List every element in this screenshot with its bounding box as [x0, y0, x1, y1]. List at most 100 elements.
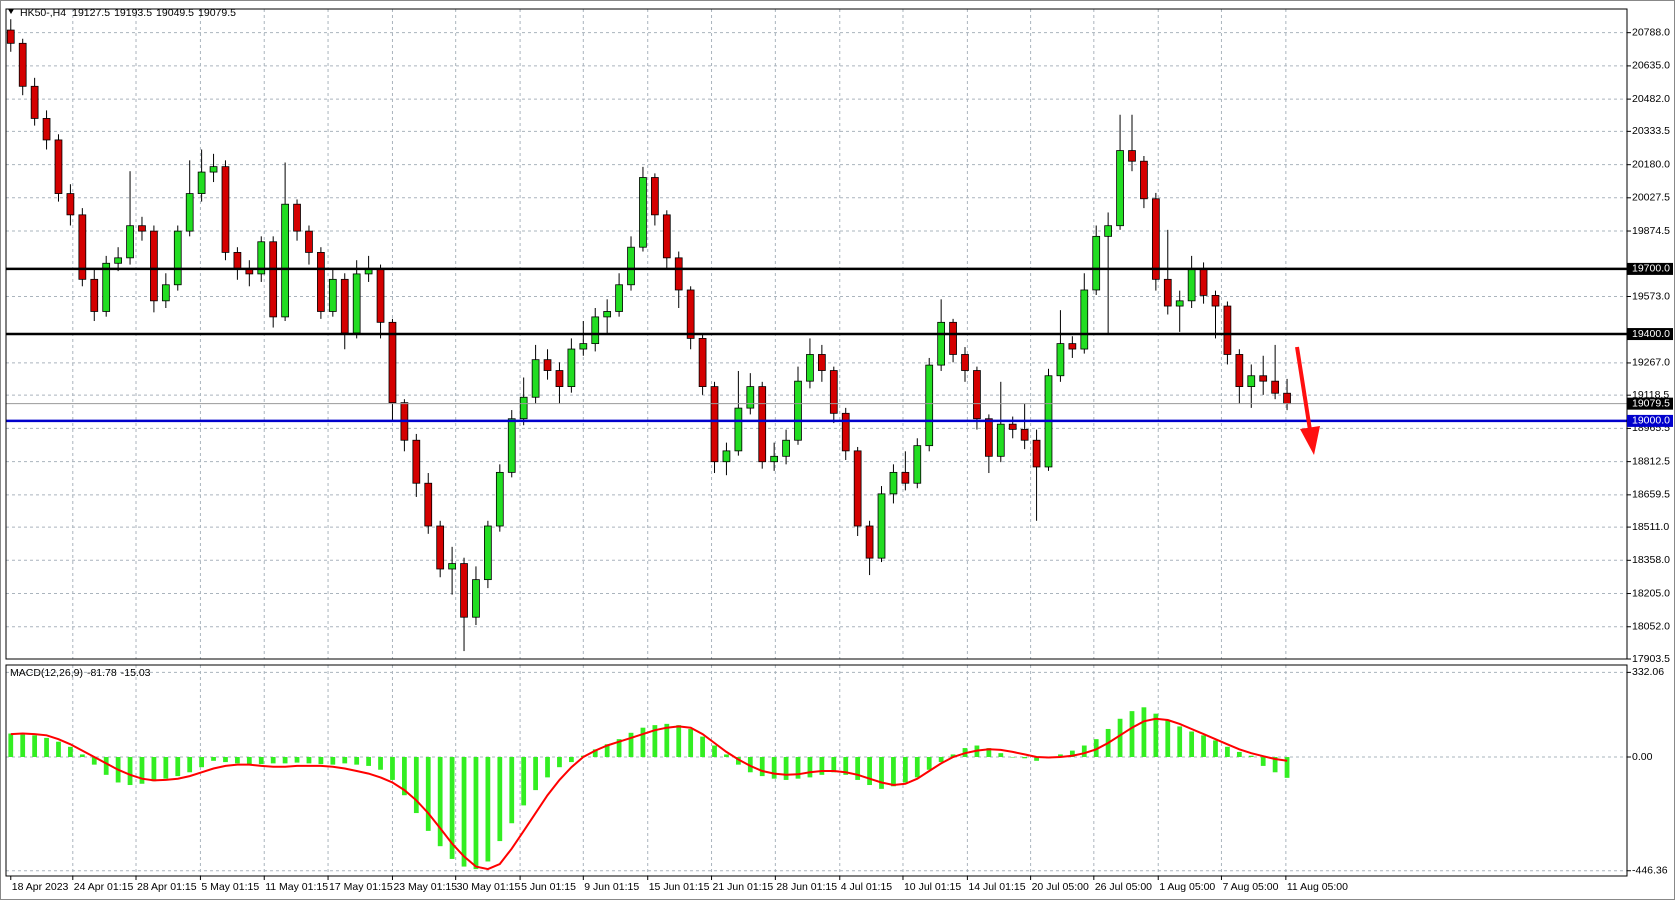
candle-body: [639, 177, 647, 248]
arrow-head: [1300, 426, 1320, 455]
x-tick-label: 9 Jun 01:15: [584, 881, 639, 893]
x-tick-label: 4 Jul 01:15: [841, 881, 893, 893]
candle-body: [996, 423, 1005, 457]
x-tick-label: 5 May 01:15: [201, 881, 259, 893]
signal-line: [10, 717, 1288, 871]
candle-body: [1211, 295, 1220, 307]
candle-body: [352, 273, 361, 334]
symbol: HK50-,H4: [20, 7, 66, 19]
candle-body: [54, 139, 63, 194]
candle-body: [257, 241, 266, 275]
macd-bar: [354, 756, 360, 765]
x-tick-label: 18 Apr 2023: [12, 881, 69, 893]
macd-bar: [592, 749, 598, 757]
candle-body: [161, 284, 170, 302]
macd-bar: [735, 756, 741, 765]
arrow-shaft: [1295, 346, 1312, 431]
macd-bar: [163, 756, 169, 779]
x-tick-label: 28 Apr 01:15: [137, 881, 197, 893]
macd-bar: [950, 754, 956, 757]
macd-bar: [819, 756, 825, 775]
candle-body: [185, 193, 194, 232]
candle-body: [269, 241, 278, 318]
x-tick-label: 23 May 01:15: [393, 881, 457, 893]
macd-bar: [294, 756, 300, 763]
macd-bar: [461, 756, 467, 867]
candle-body: [460, 563, 468, 618]
y-tick-label: 20027.5: [1632, 192, 1670, 204]
candle-body: [1008, 423, 1017, 430]
macd-bar: [330, 756, 336, 765]
macd-bar: [342, 756, 348, 764]
macd-bar: [1225, 746, 1230, 757]
macd-bar: [1213, 740, 1218, 757]
candle-body: [507, 418, 516, 473]
macd-bar: [1093, 739, 1099, 757]
x-tick-label: 17 May 01:15: [329, 881, 393, 893]
level-label-box: [1627, 262, 1673, 275]
menu-triangle[interactable]: [8, 9, 14, 14]
y-tick-label: 19267.0: [1632, 357, 1670, 369]
candle-body: [937, 321, 946, 366]
macd-bar: [68, 746, 73, 757]
macd-bar: [1153, 713, 1159, 757]
macd-bar: [1236, 751, 1242, 757]
y-tick-label: 18659.5: [1632, 489, 1670, 501]
macd-bar: [867, 756, 872, 786]
candle-body: [150, 230, 158, 302]
macd-bar: [986, 748, 992, 757]
y-tick-label: 20635.0: [1632, 60, 1670, 72]
candle-body: [209, 166, 218, 173]
candle-body: [531, 359, 540, 398]
candle-body: [66, 193, 75, 216]
candle-body: [579, 343, 588, 350]
macd-bar: [56, 741, 61, 757]
candle-body: [436, 525, 445, 570]
macd-bar: [151, 756, 157, 782]
candle-body: [1223, 305, 1232, 355]
macd-bar: [1189, 731, 1195, 757]
candle-body: [1032, 439, 1041, 468]
candle-body: [949, 321, 957, 355]
candle-body: [412, 439, 421, 484]
candle-body: [818, 354, 826, 371]
candle-body: [1080, 289, 1089, 350]
candle-body: [603, 311, 612, 318]
macd-value: -81.78: [87, 667, 117, 679]
macd-bar: [724, 754, 729, 757]
macd-bar: [8, 733, 14, 757]
macd-bar: [318, 756, 324, 765]
candle-body: [877, 493, 886, 559]
candle-body: [794, 380, 802, 441]
macd-bar: [1034, 756, 1039, 761]
macd-bar: [795, 756, 801, 779]
candle-body: [114, 257, 122, 264]
chart-header: HK50-,H4 19127.5 19193.5 19049.5 19079.5: [20, 7, 236, 19]
macd-bar: [545, 756, 550, 778]
macd-bar: [664, 723, 670, 757]
x-tick-label: 30 May 01:15: [457, 881, 521, 893]
x-tick-label: 11 Aug 05:00: [1287, 881, 1348, 893]
macd-bar: [127, 756, 133, 786]
signal-value: -15.03: [121, 667, 151, 679]
candle-body: [710, 386, 719, 463]
macd-bar: [1129, 711, 1135, 757]
y-tick-label: 18205.0: [1632, 587, 1670, 599]
macd-bar: [831, 756, 837, 773]
x-tick-label: 28 Jun 01:15: [776, 881, 837, 893]
x-tick-label: 7 Aug 05:00: [1222, 881, 1278, 893]
candle-body: [1235, 354, 1244, 388]
macd-bar: [1141, 707, 1147, 757]
macd-bar: [1177, 726, 1183, 757]
x-tick-label: 1 Aug 05:00: [1159, 881, 1215, 893]
macd-bar: [497, 756, 503, 842]
y-tick-label: 20333.5: [1632, 125, 1670, 137]
macd-bar: [79, 754, 85, 757]
candle-body: [662, 214, 671, 259]
candle-body: [1247, 375, 1256, 388]
candle-body: [102, 262, 111, 312]
candle-body: [78, 214, 87, 280]
